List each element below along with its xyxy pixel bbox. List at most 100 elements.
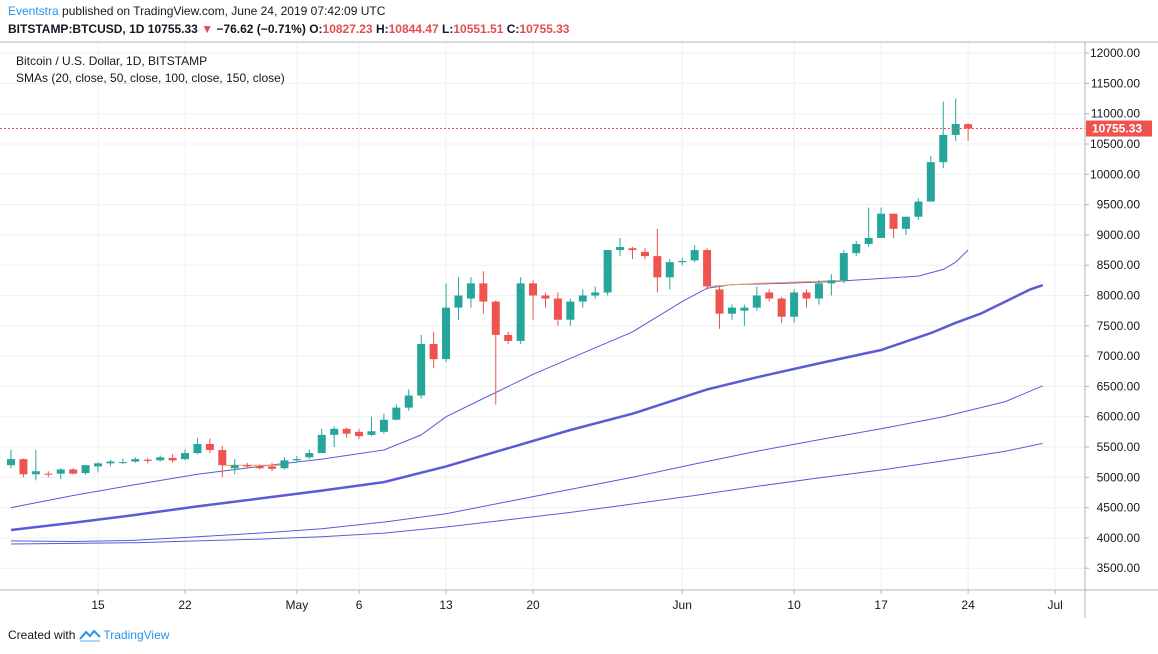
sma-overlap-segment (707, 279, 844, 287)
candle-down (964, 124, 973, 129)
last-price-label: 10755.33 (1092, 122, 1142, 136)
candle-down (765, 292, 774, 299)
candle-up (181, 453, 190, 460)
candle-down (143, 459, 152, 461)
candle-up (852, 243, 861, 254)
sma-50-line (10, 284, 1044, 532)
candle-down (541, 295, 550, 299)
candle-down (889, 213, 898, 229)
price-tick-label: 5000.00 (1097, 470, 1141, 484)
candle-down (69, 469, 78, 474)
ohlc-line: BITSTAMP:BTCUSD, 1D 10755.33 ▼ −76.62 (−… (8, 22, 569, 36)
candle-down (491, 301, 500, 335)
candle-up (740, 307, 749, 311)
price-axis[interactable]: 12000.00 11500.00 11000.00 10500.00 10000.00… (1085, 46, 1140, 575)
candle-down (504, 334, 513, 341)
candle-down (640, 251, 649, 257)
candle-down (342, 428, 351, 434)
candle-up (81, 465, 90, 474)
candle-up (417, 343, 426, 396)
price-tick-label: 8500.00 (1097, 258, 1141, 272)
candle-up (864, 237, 873, 244)
time-tick-label: Jul (1047, 598, 1062, 612)
last-price: 10755.33 (147, 22, 198, 36)
candles (7, 98, 973, 481)
change-value: −76.62 (−0.71%) (216, 22, 306, 36)
time-tick-label: 10 (787, 598, 801, 612)
candle-up (118, 462, 127, 464)
candle-down (479, 283, 488, 302)
author-link[interactable]: Eventstra (8, 4, 59, 18)
price-tick-label: 9500.00 (1097, 198, 1141, 212)
close-label: C: (506, 22, 520, 36)
time-axis[interactable]: 15 22 May 6 13 20 Jun 10 17 24 Jul (91, 590, 1063, 612)
candle-up (914, 201, 923, 217)
open-label: O: (309, 22, 323, 36)
indicator-legend[interactable]: SMAs (20, close, 50, close, 100, close, … (16, 71, 285, 85)
candle-down (777, 298, 786, 317)
time-tick-label: 17 (874, 598, 888, 612)
footer: Created with TradingView (8, 628, 169, 642)
candle-up (156, 457, 165, 461)
open-value: 10827.23 (322, 22, 373, 36)
chart-title: Bitcoin / U.S. Dollar, 1D, BITSTAMP (16, 54, 208, 68)
time-tick-label: 24 (961, 598, 975, 612)
candle-down (168, 457, 177, 461)
candle-up (901, 216, 910, 229)
candle-down (529, 283, 538, 296)
candle-up (939, 134, 948, 163)
price-tick-label: 4500.00 (1097, 501, 1141, 515)
price-tick-label: 7000.00 (1097, 349, 1141, 363)
candle-up (131, 459, 140, 462)
price-tick-label: 9000.00 (1097, 228, 1141, 242)
published-text: published on TradingView.com, June 24, 2… (62, 4, 386, 18)
price-tick-label: 11000.00 (1091, 107, 1140, 121)
candle-up (877, 213, 886, 238)
candle-up (454, 295, 463, 308)
sma-20-line (10, 249, 969, 509)
tradingview-brand[interactable]: TradingView (103, 628, 170, 642)
candle-up (367, 431, 376, 435)
price-tick-label: 3500.00 (1097, 561, 1141, 575)
tradingview-logo-icon (79, 629, 102, 642)
time-tick-label: 13 (439, 598, 453, 612)
high-label: H: (375, 22, 389, 36)
candle-up (404, 395, 413, 408)
sma-lines (10, 249, 1044, 545)
symbol-label: BITSTAMP:BTCUSD, 1D (8, 22, 145, 36)
candle-down (218, 450, 227, 466)
price-tick-label: 5500.00 (1097, 440, 1141, 454)
candle-down (355, 431, 364, 437)
candle-up (790, 292, 799, 317)
price-tick-label: 6500.00 (1097, 379, 1141, 393)
candle-up (603, 250, 612, 293)
low-label: L: (442, 22, 454, 36)
price-tick-label: 7500.00 (1097, 319, 1141, 333)
last-price-label-bg (1086, 120, 1152, 137)
candle-down (44, 473, 53, 475)
time-tick-label: 20 (526, 598, 540, 612)
candle-up (690, 250, 699, 261)
candle-up (305, 453, 314, 458)
candle-down (553, 298, 562, 320)
candle-up (230, 465, 239, 469)
time-tick-label: 22 (178, 598, 192, 612)
candle-up (616, 247, 625, 251)
high-value: 10844.47 (388, 22, 439, 36)
candle-up (193, 443, 202, 454)
price-tick-label: 11500.00 (1091, 76, 1140, 90)
candle-up (752, 295, 761, 308)
created-with-text: Created with (8, 628, 76, 642)
price-tick-label: 4000.00 (1097, 531, 1141, 545)
candle-down (628, 248, 637, 251)
candle-down (268, 466, 277, 469)
candle-up (330, 428, 339, 435)
candle-up (7, 459, 15, 466)
down-arrow-icon: ▼ (201, 22, 214, 36)
candle-up (951, 124, 960, 135)
sma-150-line (10, 442, 1043, 545)
grid (0, 42, 1085, 590)
candle-down (703, 250, 712, 287)
candle-down (802, 292, 811, 299)
